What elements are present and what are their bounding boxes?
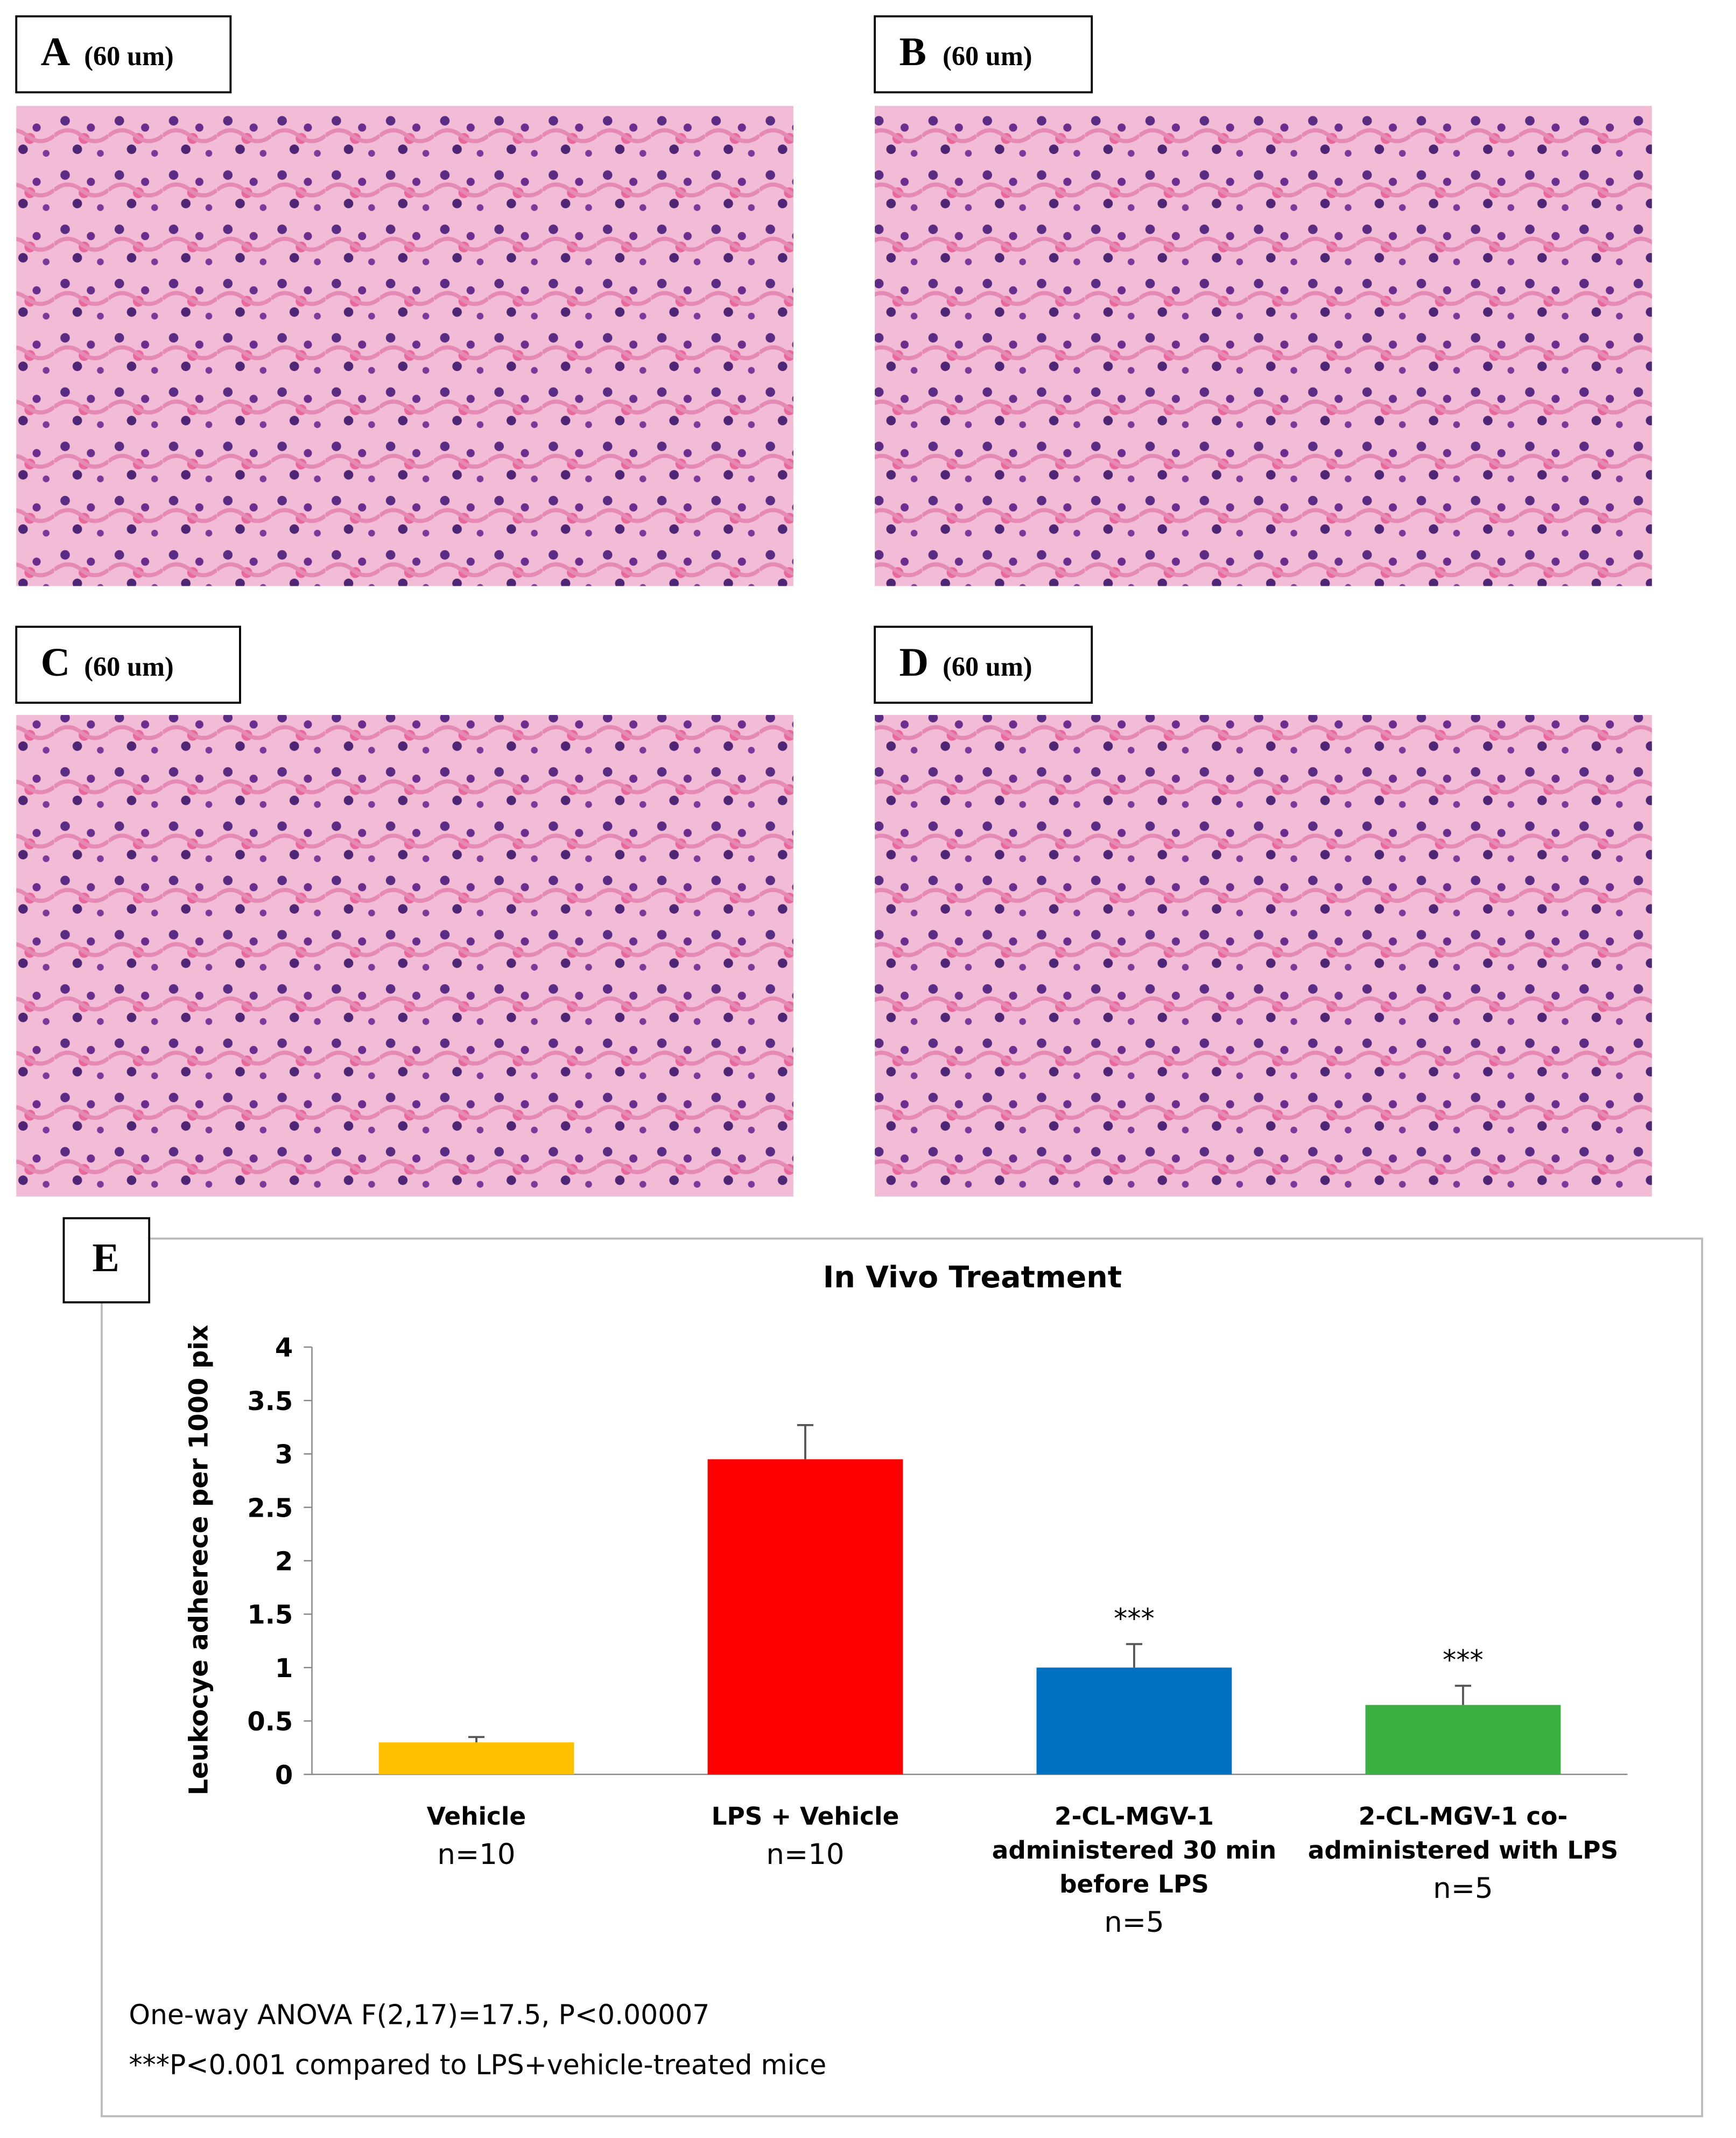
- micrograph: [875, 714, 1652, 1197]
- panel-label-box: [874, 626, 1093, 704]
- panel-letter: B: [899, 30, 926, 74]
- panel-scale: (60 um): [943, 41, 1032, 71]
- panel-scale: (60 um): [84, 651, 173, 682]
- bar: [378, 1742, 574, 1775]
- panel-scale: (60 um): [943, 651, 1032, 682]
- panel-letter: D: [899, 640, 929, 685]
- panel-label-box: [874, 15, 1093, 94]
- panel-letter: A: [41, 30, 71, 74]
- panel-letter: E: [92, 1236, 119, 1280]
- bar: [707, 1459, 903, 1775]
- group-size: n=5: [1104, 1906, 1164, 1939]
- x-tick-label: 2-CL-MGV-1: [1055, 1802, 1214, 1831]
- x-tick-label: before LPS: [1059, 1870, 1209, 1898]
- micrograph: [16, 714, 793, 1197]
- significance-marker: ***: [1114, 1602, 1155, 1634]
- panel-label-box: [62, 1217, 151, 1303]
- x-tick-label: administered 30 min: [992, 1836, 1276, 1864]
- chart-frame: [101, 1237, 1703, 2118]
- significance-marker: ***: [1443, 1644, 1484, 1676]
- chart-title: In Vivo Treatment: [823, 1260, 1122, 1295]
- x-tick-label: LPS + Vehicle: [712, 1802, 899, 1831]
- y-tick-label: 2.5: [247, 1494, 293, 1523]
- y-tick-label: 4: [275, 1334, 293, 1363]
- bar: [1036, 1667, 1232, 1775]
- panel-scale: (60 um): [84, 41, 173, 71]
- y-tick-label: 0.5: [247, 1707, 293, 1737]
- micrograph: [16, 106, 793, 586]
- micrograph: [875, 106, 1652, 586]
- note: One-way ANOVA F(2,17)=17.5, P<0.00007: [129, 1999, 709, 2030]
- y-tick-label: 3: [275, 1440, 293, 1470]
- x-tick-label: administered with LPS: [1308, 1836, 1618, 1864]
- panel-label-box: [15, 626, 241, 704]
- y-tick-label: 1.5: [247, 1601, 293, 1630]
- y-tick-label: 3.5: [247, 1387, 293, 1417]
- note: ***P<0.001 compared to LPS+vehicle-treat…: [129, 2049, 826, 2080]
- y-axis-label: Leukocye adherece per 1000 pix: [184, 1324, 214, 1795]
- group-size: n=5: [1433, 1872, 1493, 1905]
- y-tick-label: 1: [275, 1654, 293, 1684]
- x-tick-label: Vehicle: [427, 1802, 526, 1831]
- x-tick-label: 2-CL-MGV-1 co-: [1359, 1802, 1568, 1831]
- y-tick-label: 2: [275, 1547, 293, 1576]
- panel-letter: C: [41, 640, 71, 685]
- group-size: n=10: [437, 1838, 515, 1871]
- y-tick-label: 0: [275, 1761, 293, 1790]
- panel-label-box: [15, 15, 232, 94]
- group-size: n=10: [766, 1838, 844, 1871]
- bar: [1365, 1705, 1561, 1775]
